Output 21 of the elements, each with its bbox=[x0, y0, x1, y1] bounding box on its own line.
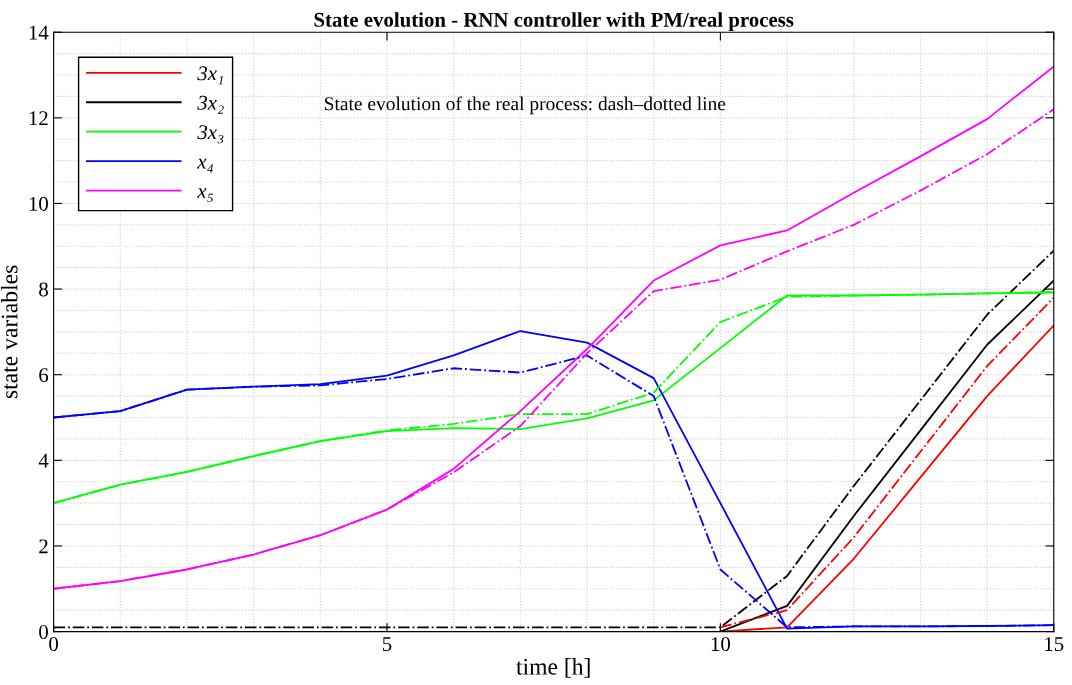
legend-label: 3x₁ bbox=[197, 66, 223, 85]
x-tick-label: 10 bbox=[711, 637, 731, 652]
x-tick-label: 0 bbox=[49, 637, 59, 652]
y-tick-label: 10 bbox=[29, 196, 48, 211]
y-tick-label: 2 bbox=[39, 539, 48, 554]
x-axis-title: time [h] bbox=[516, 658, 590, 678]
y-axis-title: state variables bbox=[0, 265, 18, 399]
annotation: State evolution of the real process: dash–dotted line bbox=[324, 96, 726, 115]
y-tick-label: 14 bbox=[29, 25, 49, 40]
x-tick-label: 5 bbox=[382, 637, 392, 652]
y-tick-label: 4 bbox=[38, 453, 49, 468]
y-tick-label: 0 bbox=[39, 624, 48, 639]
legend-label: x₅ bbox=[197, 188, 214, 203]
y-tick-label: 6 bbox=[39, 368, 49, 383]
y-tick-label: 12 bbox=[29, 111, 48, 126]
y-tick-label: 8 bbox=[39, 282, 48, 297]
legend-label: x₄ bbox=[197, 158, 214, 173]
chart-title: State evolution - RNN controller with PM/real process bbox=[314, 12, 794, 32]
x-tick-label: 15 bbox=[1045, 637, 1064, 652]
legend-label: 3x₃ bbox=[197, 125, 224, 144]
legend-label: 3x₂ bbox=[197, 95, 224, 114]
